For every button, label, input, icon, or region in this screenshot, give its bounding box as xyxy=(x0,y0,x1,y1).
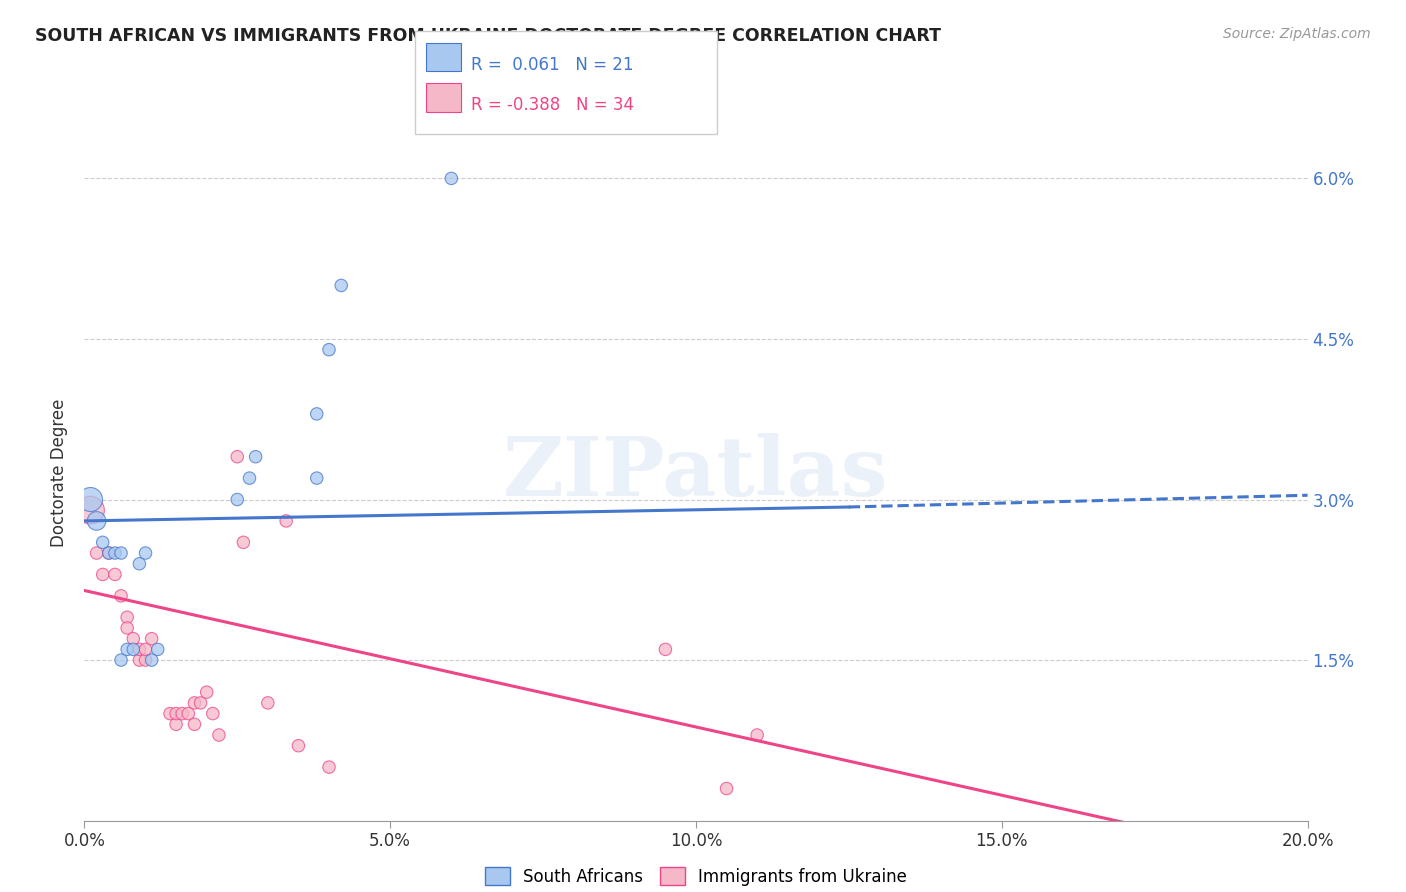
Text: R =  0.061   N = 21: R = 0.061 N = 21 xyxy=(471,56,634,74)
Point xyxy=(245,450,267,464)
Point xyxy=(97,546,120,560)
Point xyxy=(747,728,769,742)
Point xyxy=(104,567,127,582)
Point xyxy=(135,653,157,667)
Point xyxy=(110,589,132,603)
Point xyxy=(115,642,138,657)
Point xyxy=(91,567,114,582)
Legend: South Africans, Immigrants from Ukraine: South Africans, Immigrants from Ukraine xyxy=(478,861,914,892)
Point xyxy=(146,642,169,657)
Point xyxy=(128,653,150,667)
Point xyxy=(716,781,738,796)
Point xyxy=(135,642,157,657)
Point xyxy=(177,706,200,721)
Text: R = -0.388   N = 34: R = -0.388 N = 34 xyxy=(471,96,634,114)
Y-axis label: Doctorate Degree: Doctorate Degree xyxy=(49,399,67,547)
Point xyxy=(195,685,218,699)
Point xyxy=(440,171,463,186)
Point xyxy=(79,503,101,517)
Point xyxy=(128,642,150,657)
Point xyxy=(257,696,280,710)
Point xyxy=(165,717,187,731)
Point xyxy=(190,696,212,710)
Point xyxy=(91,535,114,549)
Point xyxy=(159,706,181,721)
Point xyxy=(305,471,328,485)
Text: ZIPatlas: ZIPatlas xyxy=(503,433,889,513)
Point xyxy=(305,407,328,421)
Point xyxy=(318,343,340,357)
Point xyxy=(128,557,150,571)
Point xyxy=(232,535,254,549)
Point xyxy=(141,632,163,646)
Point xyxy=(238,471,260,485)
Point xyxy=(226,450,249,464)
Point xyxy=(104,546,127,560)
Point xyxy=(183,696,205,710)
Point xyxy=(654,642,676,657)
Point xyxy=(115,610,138,624)
Point xyxy=(79,492,101,507)
Text: SOUTH AFRICAN VS IMMIGRANTS FROM UKRAINE DOCTORATE DEGREE CORRELATION CHART: SOUTH AFRICAN VS IMMIGRANTS FROM UKRAINE… xyxy=(35,27,941,45)
Point xyxy=(201,706,224,721)
Point xyxy=(276,514,298,528)
Text: Source: ZipAtlas.com: Source: ZipAtlas.com xyxy=(1223,27,1371,41)
Point xyxy=(183,717,205,731)
Point xyxy=(110,653,132,667)
Point xyxy=(97,546,120,560)
Point xyxy=(208,728,231,742)
Point xyxy=(86,514,108,528)
Point xyxy=(115,621,138,635)
Point xyxy=(172,706,194,721)
Point xyxy=(165,706,187,721)
Point xyxy=(226,492,249,507)
Point xyxy=(122,642,145,657)
Point xyxy=(287,739,309,753)
Point xyxy=(86,546,108,560)
Point xyxy=(135,546,157,560)
Point xyxy=(318,760,340,774)
Point xyxy=(122,632,145,646)
Point xyxy=(330,278,353,293)
Point xyxy=(141,653,163,667)
Point xyxy=(110,546,132,560)
